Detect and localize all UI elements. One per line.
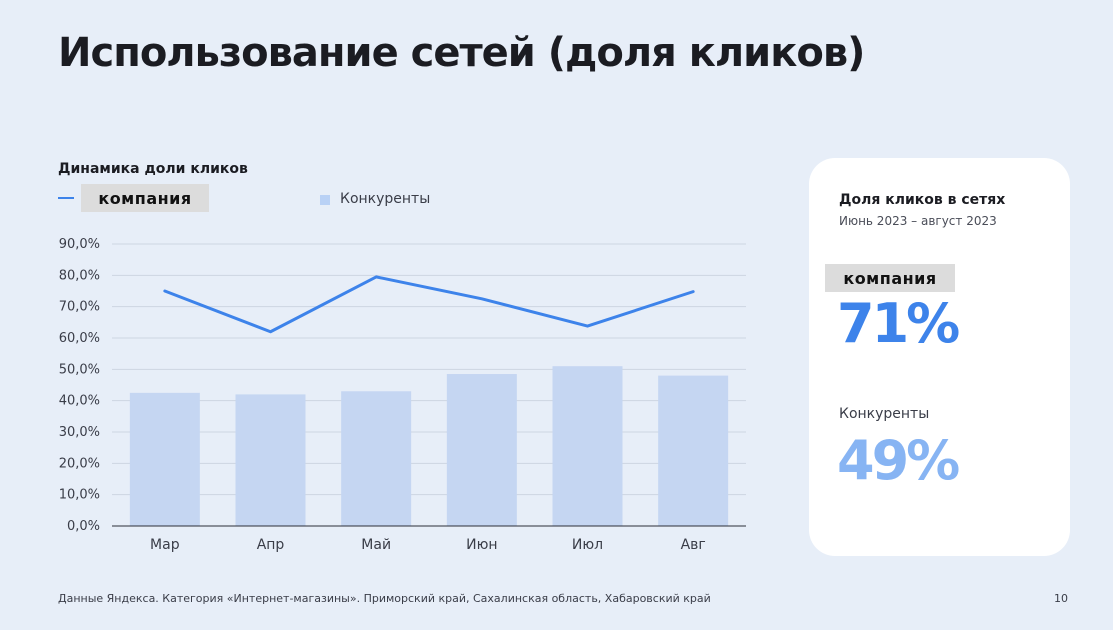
legend-bar-marker — [320, 195, 330, 205]
x-tick-label: Апр — [257, 537, 285, 553]
bar-competitors — [235, 394, 306, 526]
card-period: Июнь 2023 – август 2023 — [839, 214, 997, 228]
x-tick-label: Июн — [466, 537, 497, 553]
line-company — [163, 275, 695, 334]
summary-card: Доля кликов в сетях Июнь 2023 – август 2… — [809, 158, 1070, 556]
bar-competitors — [658, 375, 729, 526]
y-tick-label: 70,0% — [59, 300, 100, 315]
card-company-logo-badge: компания — [825, 264, 955, 292]
footnote: Данные Яндекса. Категория «Интернет-мага… — [58, 592, 711, 605]
y-tick-label: 90,0% — [59, 237, 100, 252]
y-tick-label: 30,0% — [59, 425, 100, 440]
legend-line-marker — [58, 197, 74, 199]
click-share-chart: 90,0% 80,0% 70,0% 60,0% 50,0% 40,0% 30,0% 20,0%… — [59, 237, 746, 553]
y-tick-label: 80,0% — [59, 268, 100, 283]
y-tick-label: 60,0% — [59, 331, 100, 346]
bar-competitors — [552, 366, 623, 526]
page-title: Использование сетей (доля кликов) — [58, 30, 865, 76]
bar-competitors — [129, 392, 200, 526]
chart-legend: компания Конкуренты — [58, 184, 478, 212]
card-title: Доля кликов в сетях — [839, 192, 1006, 208]
bar-competitors — [446, 374, 517, 526]
y-tick-label: 0,0% — [67, 519, 100, 534]
bar-competitors — [341, 391, 412, 526]
y-tick-label: 20,0% — [59, 456, 100, 471]
legend-competitors-label: Конкуренты — [340, 191, 431, 207]
company-share-value: 71% — [837, 292, 960, 355]
page-number: 10 — [1054, 592, 1068, 605]
x-tick-label: Май — [361, 537, 391, 553]
y-tick-label: 50,0% — [59, 362, 100, 377]
company-logo-badge: компания — [81, 184, 209, 212]
competitors-share-value: 49% — [837, 429, 960, 492]
x-tick-label: Авг — [681, 537, 706, 553]
y-tick-label: 10,0% — [59, 488, 100, 503]
card-competitors-label: Конкуренты — [839, 406, 930, 422]
x-tick-label: Июл — [572, 537, 603, 553]
x-tick-label: Мар — [150, 537, 180, 553]
chart-title: Динамика доли кликов — [58, 161, 248, 177]
y-tick-label: 40,0% — [59, 394, 100, 409]
